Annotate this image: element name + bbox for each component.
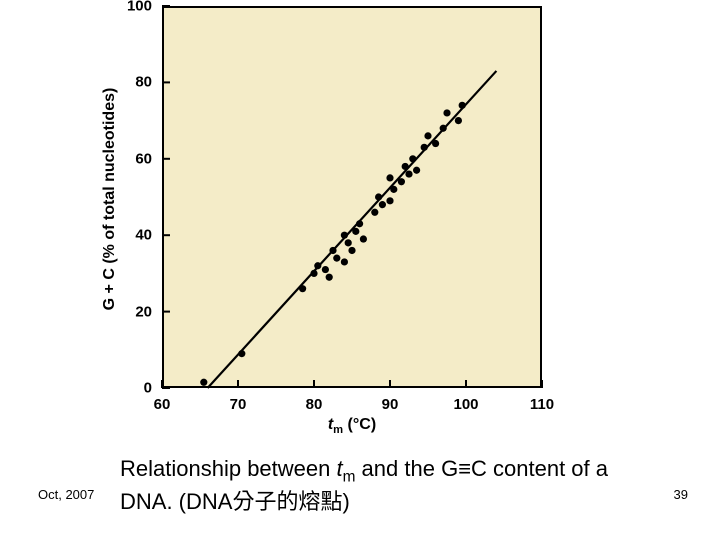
x-label-post: (°C) [343, 416, 376, 433]
x-label-sub: m [333, 424, 343, 436]
chart-figure: G + C (% of total nucleotides) 0 20 40 60 80… [90, 0, 650, 440]
data-point [341, 258, 348, 265]
data-point [360, 235, 367, 242]
data-point [398, 178, 405, 185]
data-point [443, 109, 450, 116]
data-point [371, 209, 378, 216]
caption-tm-sub: m [343, 468, 356, 485]
data-point [326, 274, 333, 281]
y-axis-label-wrap: G + C (% of total nucleotides) [90, 0, 118, 390]
slide: G + C (% of total nucleotides) 0 20 40 60 80… [0, 0, 720, 540]
x-axis-label: tm (°C) [162, 416, 542, 436]
data-point [314, 262, 321, 269]
y-tick-label: 60 [135, 150, 152, 167]
x-tick-label: 90 [382, 396, 399, 413]
trend-line [208, 71, 497, 388]
plot-area [162, 6, 542, 388]
caption: Relationship between tm and the G≡C cont… [120, 455, 640, 515]
data-point [440, 125, 447, 132]
y-axis-label: G + C (% of total nucleotides) [101, 49, 119, 349]
data-point [421, 144, 428, 151]
data-point [379, 201, 386, 208]
plot-svg [162, 6, 542, 388]
date-stamp: Oct, 2007 [38, 487, 94, 502]
data-point [413, 167, 420, 174]
data-point [405, 170, 412, 177]
y-tick-label: 100 [127, 0, 152, 15]
data-point [356, 220, 363, 227]
data-point [200, 379, 207, 386]
data-point [329, 247, 336, 254]
data-point [322, 266, 329, 273]
y-tick-label: 0 [144, 380, 152, 397]
data-point [348, 247, 355, 254]
data-point [459, 102, 466, 109]
y-tick-label: 40 [135, 227, 152, 244]
x-tick-label: 60 [154, 396, 171, 413]
y-axis-ticks: 020406080100 [118, 0, 158, 390]
triple-bond-icon: ≡ [458, 456, 471, 481]
data-point [386, 174, 393, 181]
data-point [299, 285, 306, 292]
data-point [345, 239, 352, 246]
data-point [333, 255, 340, 262]
y-tick-label: 80 [135, 74, 152, 91]
y-tick-label: 20 [135, 303, 152, 320]
data-point [238, 350, 245, 357]
data-point [375, 193, 382, 200]
data-point [409, 155, 416, 162]
data-point [310, 270, 317, 277]
data-point [352, 228, 359, 235]
x-tick-label: 80 [306, 396, 323, 413]
page-number: 39 [674, 487, 688, 502]
x-axis-ticks: 60708090100110 [162, 392, 542, 416]
data-point [341, 232, 348, 239]
caption-cjk: 分子的熔點 [232, 484, 342, 516]
x-tick-label: 70 [230, 396, 247, 413]
data-point [432, 140, 439, 147]
data-point [386, 197, 393, 204]
caption-close: ) [342, 489, 349, 514]
data-point [390, 186, 397, 193]
data-point [402, 163, 409, 170]
caption-pre: Relationship between [120, 456, 336, 481]
x-tick-label: 100 [453, 396, 478, 413]
caption-mid: and the G [355, 456, 458, 481]
data-point [424, 132, 431, 139]
x-tick-label: 110 [530, 396, 554, 413]
data-point [455, 117, 462, 124]
